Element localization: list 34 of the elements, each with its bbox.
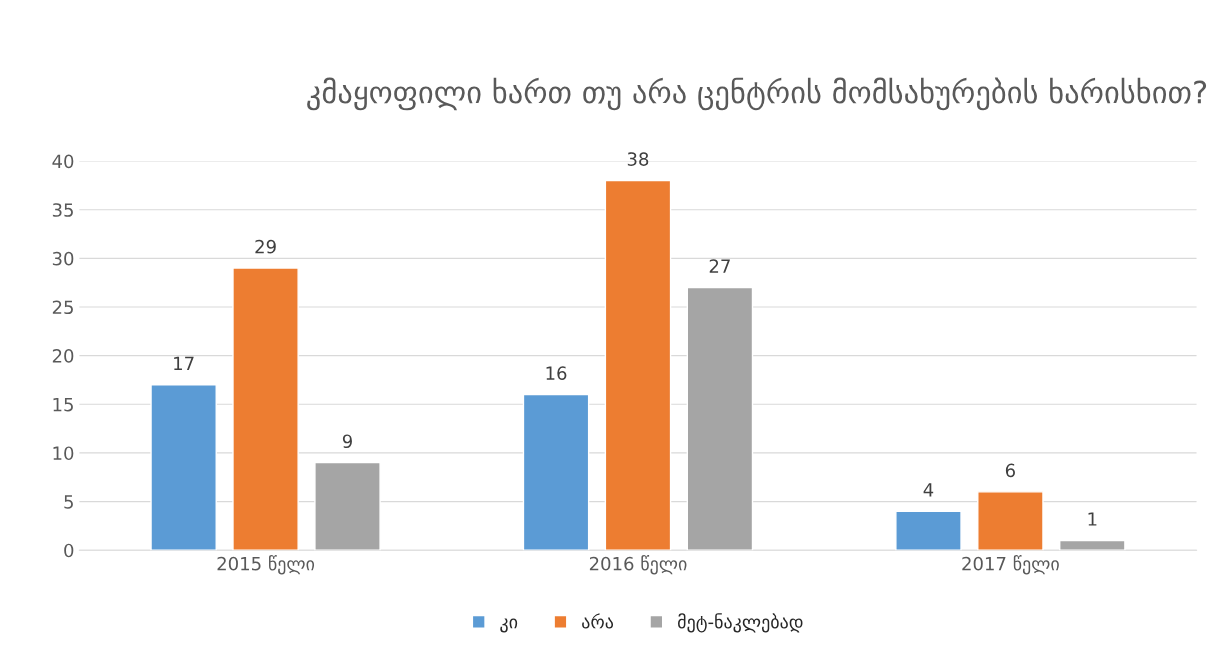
data-label: 1: [1088, 512, 1097, 526]
bar: [686, 286, 754, 551]
data-label: 29: [255, 239, 276, 254]
y-tick-label: 30: [52, 251, 74, 266]
y-tick-label: 0: [64, 543, 74, 558]
bar: [1059, 539, 1126, 551]
data-label: 9: [342, 434, 352, 449]
y-tick-label: 10: [53, 446, 74, 461]
bar: [604, 179, 672, 551]
legend-label: მეტ-ნაკლებად: [678, 613, 803, 633]
x-tick-label: 2015 წელი: [217, 555, 315, 575]
y-tick-label: 5: [64, 495, 73, 509]
y-tick-label: 35: [52, 203, 73, 217]
bar: [232, 267, 299, 551]
data-label: 6: [1005, 463, 1015, 478]
data-label: 16: [546, 366, 567, 380]
data-label: 27: [709, 259, 730, 273]
legend-label: კი: [500, 618, 518, 633]
y-tick-label: 40: [52, 154, 74, 169]
bar: [522, 393, 590, 551]
y-tick-label: 25: [52, 300, 73, 315]
bar: [150, 384, 217, 551]
bar: [977, 491, 1044, 551]
bar: [895, 510, 962, 551]
legend-label: არა: [582, 613, 614, 629]
x-tick-label: 2017 წელი: [962, 555, 1059, 575]
x-tick-label: 2016 წელი: [589, 555, 687, 575]
data-label: 38: [627, 152, 649, 166]
bar: [314, 461, 381, 551]
y-tick-label: 15: [53, 397, 73, 412]
y-tick-label: 20: [52, 349, 74, 363]
data-label: 4: [923, 483, 934, 497]
chart-title: კმაყოფილი ხართ თუ არა ცენტრის მომსახურების ხარისხით?: [307, 77, 1207, 111]
data-label: 17: [174, 356, 194, 370]
